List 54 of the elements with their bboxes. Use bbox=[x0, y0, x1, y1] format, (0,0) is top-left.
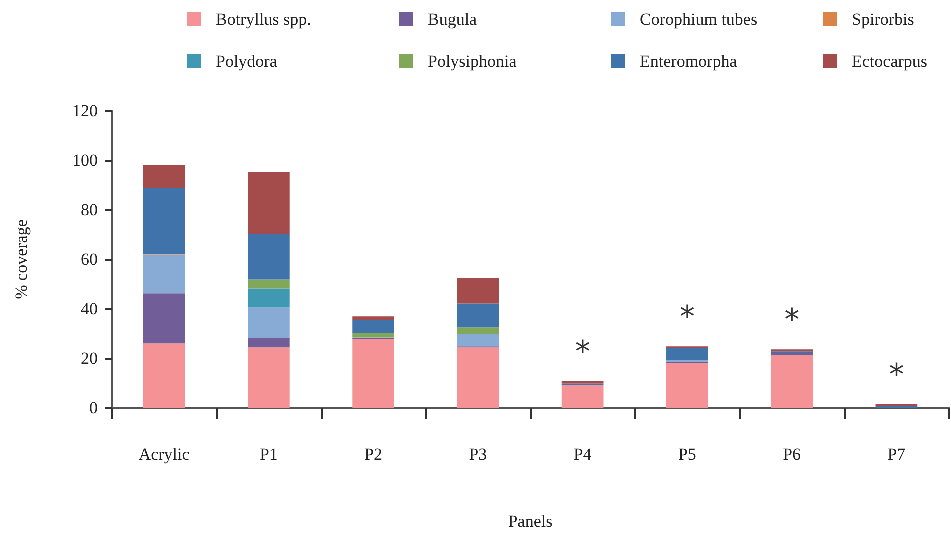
bar bbox=[457, 348, 500, 408]
annotation: * bbox=[680, 300, 695, 336]
x-axis-title: Panels bbox=[508, 512, 553, 531]
bar bbox=[143, 294, 186, 344]
bar bbox=[352, 339, 394, 408]
bar bbox=[248, 308, 290, 338]
annotation: * bbox=[784, 303, 800, 338]
annotation: * bbox=[889, 358, 904, 393]
bar bbox=[143, 188, 186, 254]
bar bbox=[771, 356, 813, 408]
bar bbox=[248, 338, 290, 348]
y-tick-label: 60 bbox=[81, 250, 98, 269]
annotation: * bbox=[575, 334, 590, 370]
y-tick-label: 100 bbox=[72, 151, 98, 170]
legend-label: Enteromorpha bbox=[640, 52, 738, 71]
y-tick-label: 120 bbox=[72, 102, 98, 120]
x-tick-label: P3 bbox=[469, 445, 488, 464]
bar bbox=[457, 278, 500, 304]
bar bbox=[143, 344, 186, 408]
bar bbox=[666, 348, 708, 360]
y-axis-title: % coverage bbox=[12, 220, 31, 300]
bar bbox=[248, 234, 290, 280]
bar bbox=[457, 328, 500, 334]
bar bbox=[352, 316, 394, 320]
bar bbox=[248, 172, 290, 234]
legend-label: Spirorbis bbox=[852, 10, 914, 29]
legend-label: Botryllus spp. bbox=[216, 10, 312, 29]
x-tick-label: P4 bbox=[574, 445, 592, 464]
y-tick-label: 20 bbox=[81, 349, 98, 368]
bar bbox=[143, 165, 186, 188]
legend-label: Polydora bbox=[216, 52, 278, 71]
bar bbox=[248, 348, 290, 408]
bar bbox=[248, 280, 290, 289]
x-tick-label: Acrylic bbox=[138, 445, 190, 464]
x-tick-label: P5 bbox=[678, 445, 696, 464]
legend-label: Polysiphonia bbox=[428, 52, 518, 71]
legend-label: Corophium tubes bbox=[640, 10, 758, 29]
legend-label: Bugula bbox=[428, 10, 478, 29]
bar bbox=[457, 334, 500, 347]
bar bbox=[666, 363, 708, 408]
y-tick-label: 80 bbox=[81, 200, 98, 220]
y-tick-label: 40 bbox=[81, 300, 98, 318]
bar bbox=[352, 320, 394, 334]
bar bbox=[143, 254, 186, 294]
x-tick-label: P6 bbox=[783, 445, 802, 464]
bar bbox=[248, 288, 290, 308]
bar bbox=[562, 385, 604, 408]
bar bbox=[352, 334, 394, 338]
x-tick-label: P7 bbox=[888, 445, 906, 464]
x-tick-label: P2 bbox=[364, 445, 383, 464]
x-tick-label: P1 bbox=[260, 445, 278, 464]
bar bbox=[457, 304, 500, 328]
legend-label: Ectocarpus bbox=[852, 52, 928, 71]
y-tick-label: 0 bbox=[90, 398, 98, 418]
